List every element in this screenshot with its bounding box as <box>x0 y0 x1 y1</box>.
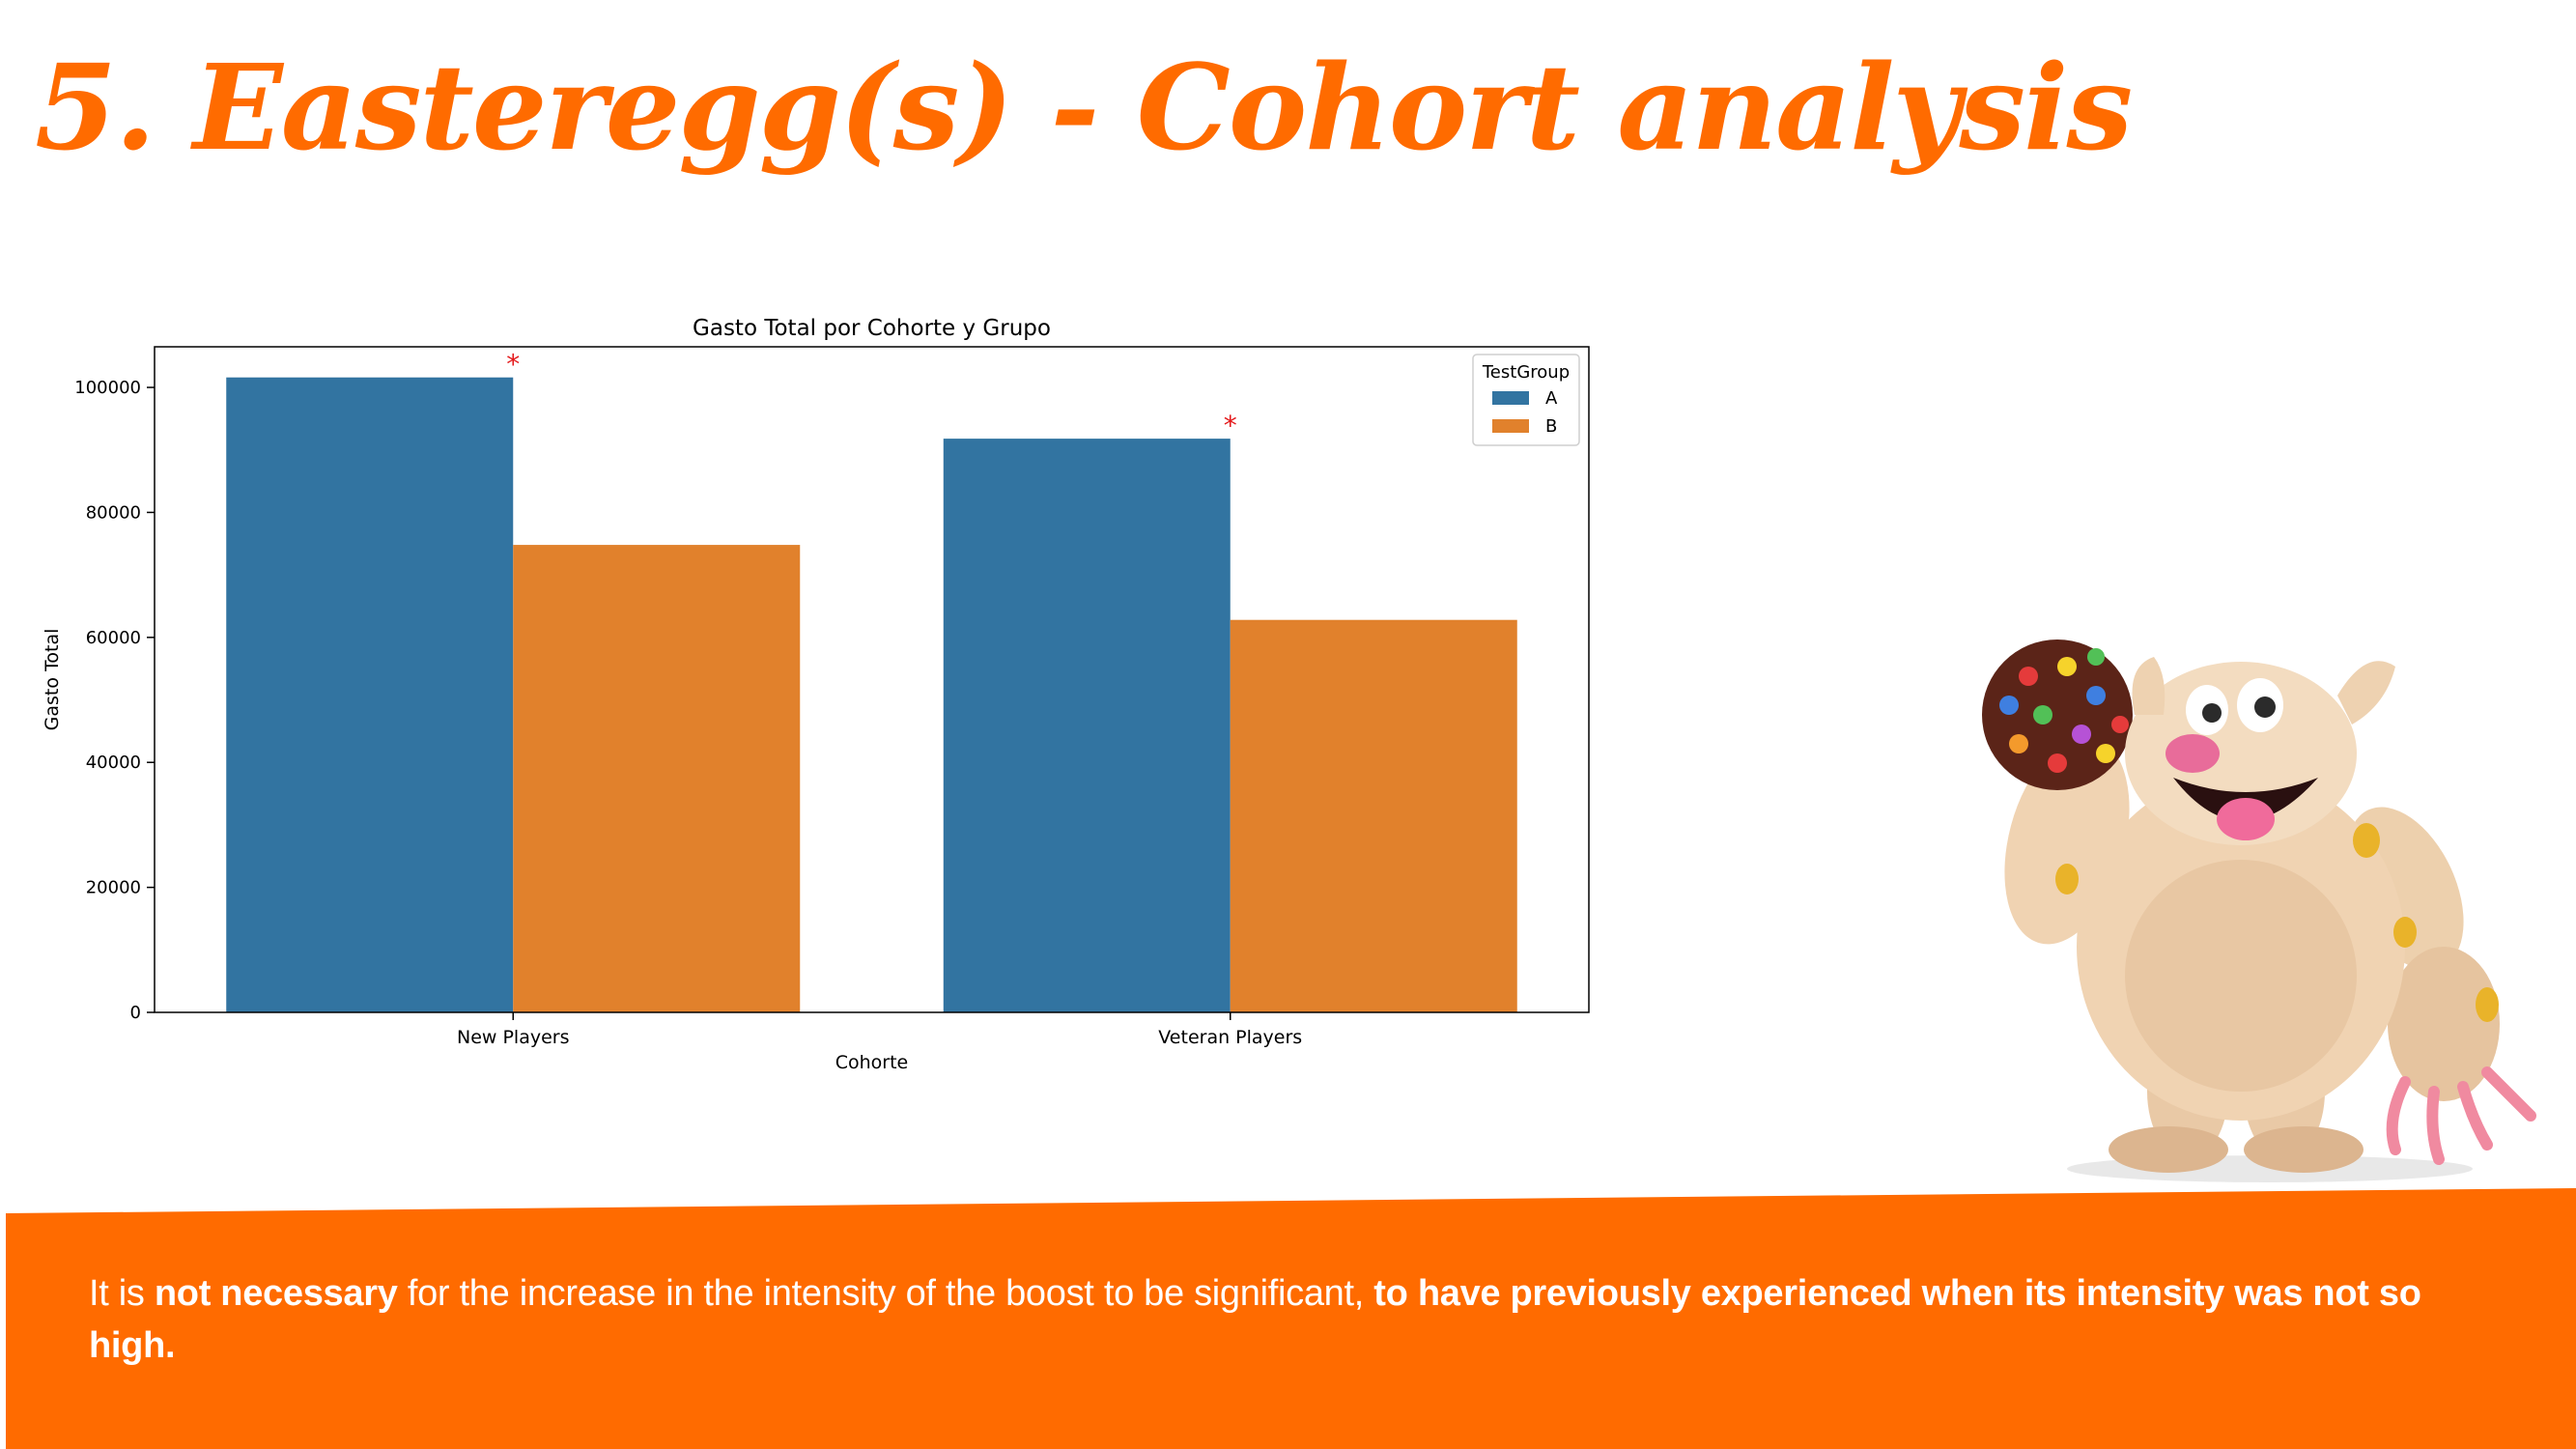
legend-swatch-b <box>1492 419 1529 433</box>
banner-background <box>0 1179 2576 1449</box>
takeaway-text-part-1: It is <box>89 1273 155 1314</box>
candy-yeti-mascot-icon <box>1951 599 2569 1188</box>
significance-marker: * <box>506 349 520 381</box>
takeaway-text-part-2: for the increase in the intensity of the… <box>397 1273 1374 1314</box>
chart-title: Gasto Total por Cohorte y Grupo <box>693 316 1051 341</box>
bar-a-1 <box>226 377 514 1013</box>
bar-b-1 <box>513 545 801 1012</box>
bar-b-2 <box>1230 619 1517 1012</box>
y-axis-label: Gasto Total <box>42 629 63 731</box>
chart-svg: Gasto Total por Cohorte y Grupo 0 20000 400… <box>42 316 1590 1073</box>
legend-label-b: B <box>1545 416 1557 437</box>
x-axis-label: Cohorte <box>835 1052 909 1073</box>
cohort-bar-chart: Gasto Total por Cohorte y Grupo 0 20000 400… <box>0 290 1642 1101</box>
slide-title: 5. Easteregg(s) - Cohort analysis <box>35 38 2133 177</box>
y-tick-label: 60000 <box>86 628 141 648</box>
legend-swatch-a <box>1492 391 1529 405</box>
y-tick-label: 100000 <box>74 378 141 398</box>
x-tick-label: New Players <box>457 1027 570 1048</box>
y-tick-label: 20000 <box>86 878 141 898</box>
x-tick-label: Veteran Players <box>1158 1027 1302 1048</box>
takeaway-text: It is not necessary for the increase in … <box>89 1267 2455 1372</box>
plot-frame <box>154 346 1590 1013</box>
takeaway-banner: It is not necessary for the increase in … <box>0 1179 2576 1449</box>
legend-title: TestGroup <box>1482 362 1570 383</box>
y-tick-label: 40000 <box>86 753 141 773</box>
legend-label-a: A <box>1545 388 1558 409</box>
takeaway-emphasis-1: not necessary <box>154 1273 398 1314</box>
y-tick-label: 80000 <box>86 502 141 523</box>
y-tick-label: 0 <box>130 1003 141 1023</box>
takeaway-emphasis-2: to have previously experienced when its … <box>89 1273 2421 1366</box>
bar-a-2 <box>943 439 1231 1012</box>
significance-marker: * <box>1224 410 1237 441</box>
